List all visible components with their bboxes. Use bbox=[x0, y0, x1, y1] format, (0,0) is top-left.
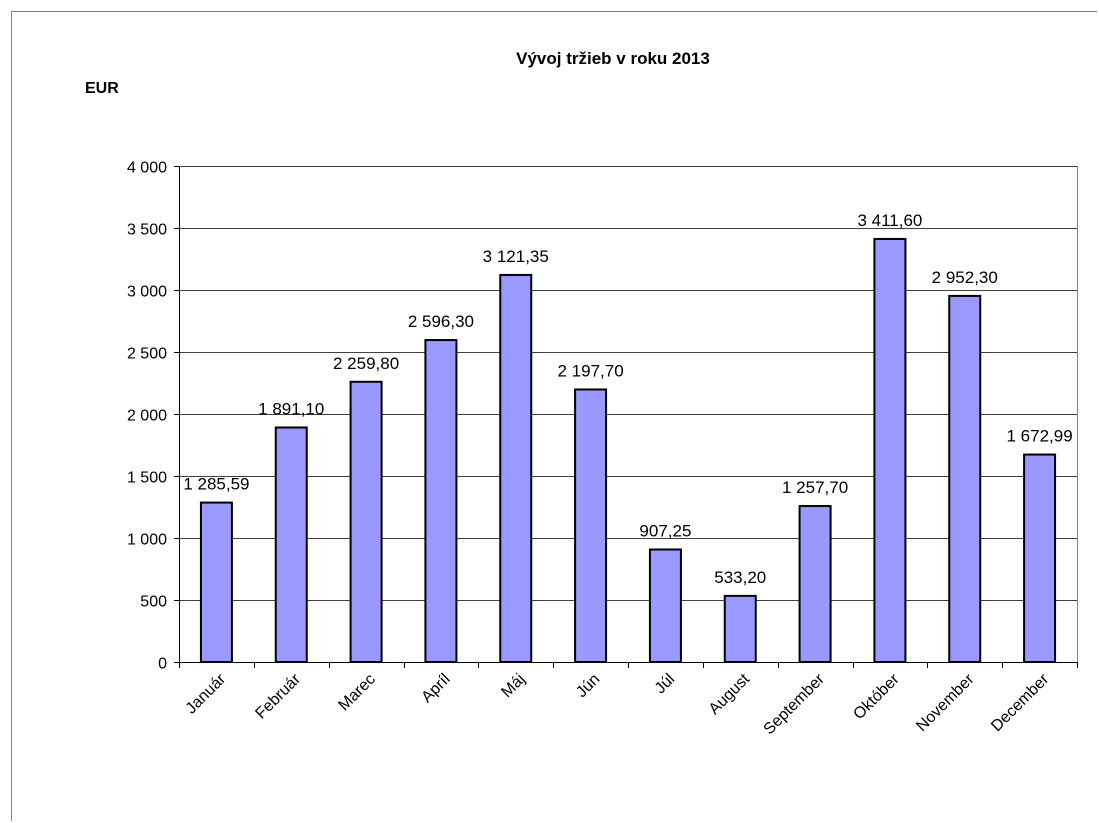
gridlines bbox=[179, 166, 1077, 601]
data-label: 2 596,30 bbox=[408, 312, 474, 331]
y-tick-label: 1 500 bbox=[127, 470, 167, 487]
data-label: 2 952,30 bbox=[932, 268, 998, 287]
x-tick-label: November bbox=[913, 670, 978, 735]
bar bbox=[1023, 453, 1057, 663]
chart-frame bbox=[11, 11, 1097, 821]
bar bbox=[798, 505, 832, 663]
data-label: 1 285,59 bbox=[183, 475, 249, 494]
bar bbox=[349, 380, 383, 663]
data-label: 2 197,70 bbox=[557, 361, 623, 380]
y-tick-label: 500 bbox=[140, 594, 167, 611]
bar bbox=[199, 501, 233, 664]
x-tick-label: Január bbox=[183, 670, 230, 717]
x-tick-label: Marec bbox=[335, 671, 378, 714]
x-tick-label: Február bbox=[252, 670, 304, 722]
data-label: 1 257,70 bbox=[782, 478, 848, 497]
y-tick-label: 2 000 bbox=[127, 408, 167, 425]
x-tick-label: Máj bbox=[498, 671, 528, 701]
bar bbox=[873, 237, 907, 663]
bar bbox=[499, 273, 533, 663]
bar bbox=[723, 594, 757, 663]
data-label: 907,25 bbox=[639, 522, 691, 541]
y-tick-label: 1 000 bbox=[127, 532, 167, 549]
y-axis-unit-label: EUR bbox=[85, 80, 119, 97]
y-tick-label: 3 500 bbox=[127, 222, 167, 239]
x-tick-label: September bbox=[761, 670, 829, 738]
data-label: 2 259,80 bbox=[333, 354, 399, 373]
data-label: 533,20 bbox=[714, 568, 766, 587]
data-label: 3 411,60 bbox=[857, 211, 922, 230]
x-tick-label: December bbox=[988, 670, 1053, 735]
data-label: 1 891,10 bbox=[258, 400, 324, 419]
data-label: 3 121,35 bbox=[483, 247, 549, 266]
y-tick-label: 3 000 bbox=[127, 284, 167, 301]
x-tick-label: Apríl bbox=[418, 671, 453, 706]
bar bbox=[574, 388, 608, 663]
x-tick-label: August bbox=[706, 670, 754, 718]
bar bbox=[948, 294, 982, 663]
x-tick-label: Júl bbox=[652, 671, 678, 697]
bar bbox=[424, 339, 458, 663]
y-tick-label: 4 000 bbox=[127, 160, 167, 177]
chart-title: Vývoj tržieb v roku 2013 bbox=[516, 49, 710, 68]
bar bbox=[274, 426, 308, 663]
y-tick-label: 2 500 bbox=[127, 346, 167, 363]
data-labels: 1 285,59 1 891,10 2 259,80 2 596,30 3 121,35… bbox=[183, 211, 1072, 587]
data-label: 1 672,99 bbox=[1006, 427, 1072, 446]
bars bbox=[199, 237, 1057, 664]
y-tick-label: 0 bbox=[158, 656, 167, 673]
x-tick-label: Jún bbox=[573, 671, 603, 701]
x-tick-labels: Január Február Marec Apríl Máj Jún Júl August Se… bbox=[183, 670, 1053, 738]
bar bbox=[648, 548, 682, 663]
y-tick-labels: 0 500 1 000 1 500 2 000 2 500 3 000 3 500 4 000 bbox=[127, 160, 167, 673]
x-tick-label: Október bbox=[850, 670, 903, 723]
axes bbox=[174, 166, 1078, 668]
